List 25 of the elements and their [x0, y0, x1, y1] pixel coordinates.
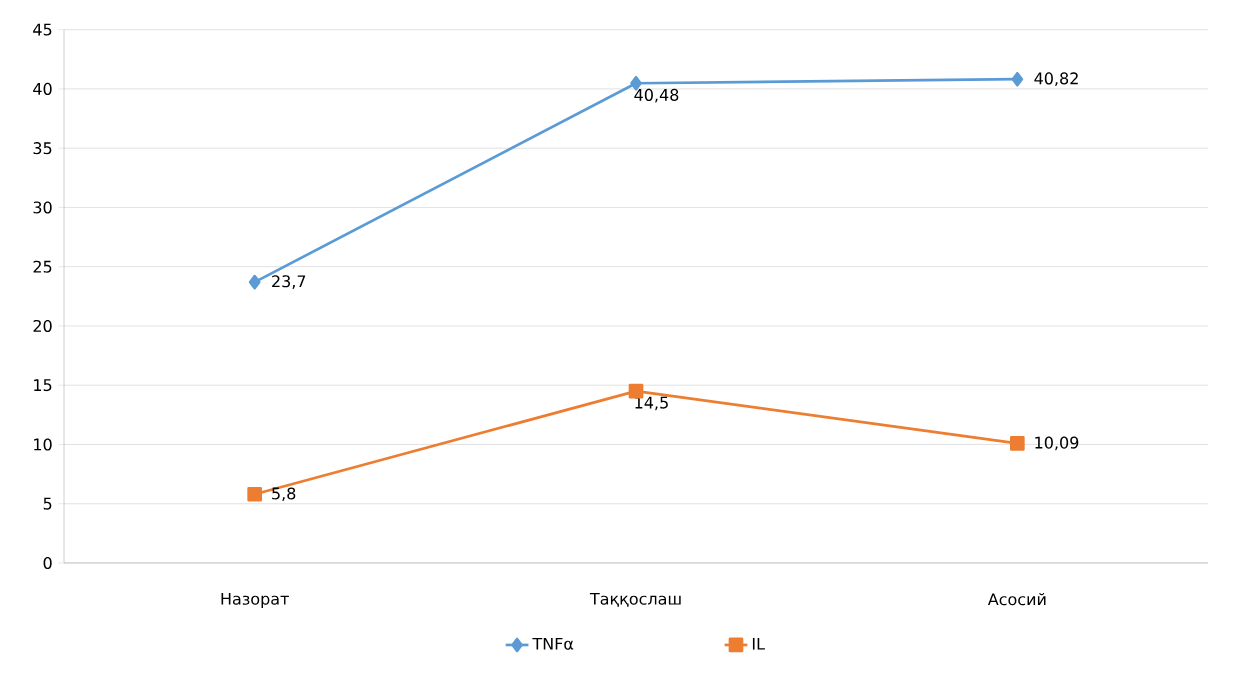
data-label: 14,5 [635, 396, 668, 411]
point [1010, 436, 1025, 451]
data-label: 23,7 [272, 275, 306, 289]
y-tick-label: 10 [34, 438, 52, 451]
y-tick-label: 15 [34, 379, 52, 392]
y-tick-label: 25 [33, 260, 52, 273]
point [248, 274, 261, 290]
data-label: 5,8 [272, 487, 296, 502]
y-tick-label: 5 [43, 497, 52, 510]
x-tick-label: Асосий [987, 592, 1046, 606]
legend-label: TNFα [532, 637, 574, 650]
legend-label: IL [752, 637, 765, 650]
y-tick-label: 0 [43, 556, 52, 570]
data-label: 40,82 [1034, 72, 1078, 87]
y-tick-label: 30 [33, 201, 52, 214]
data-label: 40,48 [634, 88, 679, 103]
y-tick-label: 20 [33, 319, 52, 333]
y-tick-label: 40 [33, 82, 52, 95]
x-tick-label: Таққослаш [589, 592, 681, 607]
y-tick-label: 35 [33, 142, 52, 155]
y-tick-label: 45 [33, 23, 52, 36]
data-label: 10,09 [1035, 436, 1079, 451]
x-tick-label: Назорат [221, 592, 289, 608]
point [247, 486, 263, 502]
point [1011, 71, 1024, 87]
